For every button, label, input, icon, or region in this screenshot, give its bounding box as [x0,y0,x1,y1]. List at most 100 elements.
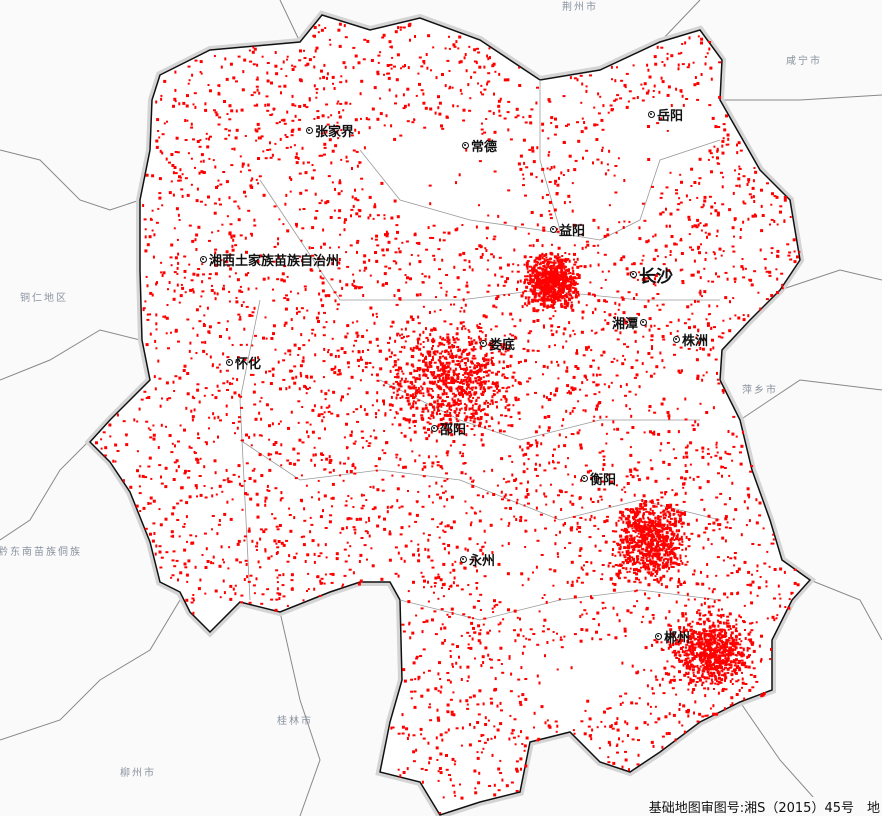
data-point [333,371,337,375]
data-point [444,370,447,373]
data-point [584,464,588,467]
data-point [153,375,156,379]
data-point [570,301,573,304]
data-point [707,610,711,614]
data-point [223,591,226,595]
data-point [363,494,365,497]
data-point [407,396,410,399]
data-point [352,149,356,152]
data-point [456,327,459,331]
data-point [351,350,354,353]
data-point [592,161,594,165]
data-point [624,538,626,541]
data-point [239,395,243,398]
data-point [173,97,177,101]
data-point [274,487,278,490]
data-point [734,668,737,672]
data-point [343,220,346,224]
data-point [689,441,693,445]
data-point [707,514,711,518]
data-point [515,790,519,792]
data-point [477,51,481,54]
data-point [735,623,738,626]
data-point [486,268,489,271]
data-point [699,659,703,662]
data-point [228,118,232,121]
data-point [444,426,446,429]
data-point [633,467,637,471]
data-point [464,547,467,551]
data-point [422,330,425,334]
data-point [321,419,324,423]
data-point [207,195,210,199]
data-point [710,643,714,646]
data-point [738,165,741,168]
data-point [421,407,425,411]
data-point [234,592,237,596]
data-point [291,119,295,122]
data-point [773,220,776,223]
data-point [650,555,654,558]
data-point [535,176,538,179]
data-point [371,508,375,511]
data-point [457,386,460,389]
data-point [464,566,467,570]
data-point [463,391,467,395]
data-point [663,366,666,369]
data-point [336,373,340,376]
data-point [579,517,583,519]
data-point [520,730,522,734]
data-point [502,477,505,480]
data-point [711,338,714,342]
data-point [728,453,732,456]
data-point [551,280,555,282]
data-point [641,202,645,205]
data-point [210,289,214,292]
data-point [515,760,519,763]
data-point [649,430,652,434]
data-point [603,234,607,238]
data-point [152,437,156,441]
data-point [338,261,341,265]
data-point [582,409,585,412]
data-point [122,420,126,423]
data-point [399,407,403,411]
data-point [628,768,630,772]
data-point [592,359,595,362]
data-point [669,321,673,324]
data-point [410,690,414,693]
data-point [345,251,348,254]
data-point [573,595,577,599]
data-point [467,584,470,586]
data-point [448,35,450,38]
data-point [425,404,428,407]
data-point [481,93,485,96]
data-point [607,564,610,568]
data-point [282,595,286,598]
data-point [629,534,632,537]
data-point [352,66,355,70]
data-point [204,108,208,112]
data-point [406,120,410,123]
data-point [373,321,376,325]
data-point [677,619,680,623]
data-point [671,687,675,690]
data-point [628,570,631,573]
data-point [198,400,201,404]
data-point [484,389,486,392]
data-point [453,395,457,398]
data-point [529,275,532,278]
data-point [703,601,706,605]
data-point [791,591,794,594]
data-point [506,348,510,352]
data-point [451,397,454,401]
data-point [251,311,255,314]
data-point [470,506,473,509]
data-point [208,427,210,430]
data-point [475,512,477,515]
data-point [648,572,651,575]
data-point [456,338,460,341]
data-point [706,659,710,662]
data-point [559,638,563,641]
